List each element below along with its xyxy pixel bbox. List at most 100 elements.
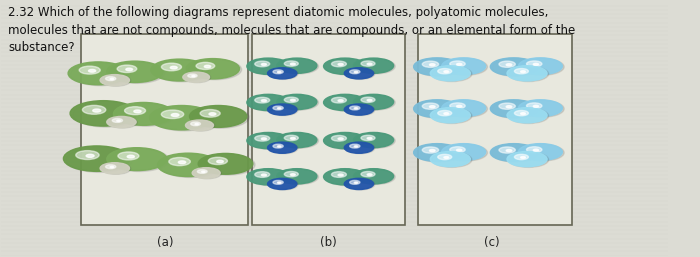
Circle shape <box>277 71 281 73</box>
Circle shape <box>509 152 549 167</box>
Circle shape <box>332 61 346 67</box>
Circle shape <box>284 61 298 66</box>
Circle shape <box>416 100 462 118</box>
Circle shape <box>368 174 372 176</box>
Circle shape <box>273 70 284 74</box>
Circle shape <box>438 69 452 74</box>
Circle shape <box>521 113 526 115</box>
Circle shape <box>354 71 358 73</box>
Circle shape <box>430 152 470 167</box>
Circle shape <box>355 59 395 74</box>
Circle shape <box>345 104 375 116</box>
Circle shape <box>509 108 549 124</box>
Circle shape <box>361 61 375 66</box>
Circle shape <box>492 144 539 162</box>
Circle shape <box>255 61 270 67</box>
Circle shape <box>514 69 528 74</box>
Circle shape <box>444 157 449 158</box>
Circle shape <box>255 97 270 103</box>
Circle shape <box>106 165 116 169</box>
Circle shape <box>64 146 130 171</box>
Circle shape <box>170 66 177 69</box>
Circle shape <box>332 97 346 103</box>
Circle shape <box>195 124 198 125</box>
Circle shape <box>526 61 542 67</box>
Circle shape <box>79 66 100 74</box>
Circle shape <box>273 106 284 110</box>
Circle shape <box>279 133 318 148</box>
Circle shape <box>125 107 146 115</box>
Circle shape <box>361 135 375 141</box>
Circle shape <box>526 147 542 153</box>
Circle shape <box>456 105 462 107</box>
Circle shape <box>107 61 163 82</box>
Circle shape <box>200 109 220 117</box>
Circle shape <box>506 64 512 66</box>
Circle shape <box>200 154 255 175</box>
Circle shape <box>368 137 372 139</box>
Circle shape <box>450 61 466 67</box>
Circle shape <box>190 122 200 126</box>
Circle shape <box>248 133 291 149</box>
Circle shape <box>277 108 281 109</box>
Circle shape <box>108 117 137 128</box>
Circle shape <box>183 72 209 82</box>
Circle shape <box>444 71 449 72</box>
Circle shape <box>102 163 131 174</box>
Circle shape <box>514 154 528 160</box>
Circle shape <box>267 68 297 79</box>
Circle shape <box>520 144 564 161</box>
Circle shape <box>277 146 281 147</box>
Circle shape <box>192 106 249 128</box>
Circle shape <box>344 68 374 79</box>
Circle shape <box>187 121 215 131</box>
Circle shape <box>267 178 297 189</box>
Circle shape <box>150 59 208 81</box>
Circle shape <box>422 61 439 67</box>
Circle shape <box>444 113 449 115</box>
Circle shape <box>86 154 94 157</box>
Circle shape <box>526 103 542 109</box>
Circle shape <box>76 151 99 160</box>
Circle shape <box>450 103 466 109</box>
Circle shape <box>109 62 165 83</box>
Circle shape <box>345 68 375 79</box>
Circle shape <box>290 63 295 65</box>
Circle shape <box>323 94 366 111</box>
Circle shape <box>107 148 167 171</box>
Circle shape <box>178 161 186 164</box>
Circle shape <box>443 144 487 161</box>
Circle shape <box>247 94 290 111</box>
Circle shape <box>193 168 221 179</box>
Circle shape <box>323 169 366 185</box>
Circle shape <box>323 132 366 149</box>
Circle shape <box>432 66 472 81</box>
Circle shape <box>514 111 528 116</box>
Circle shape <box>277 94 317 109</box>
Circle shape <box>520 59 564 75</box>
Circle shape <box>186 120 214 131</box>
Circle shape <box>490 58 537 76</box>
Circle shape <box>345 143 375 154</box>
Circle shape <box>506 106 512 108</box>
Circle shape <box>456 149 462 151</box>
Circle shape <box>350 144 360 148</box>
Circle shape <box>354 58 393 73</box>
Circle shape <box>83 105 106 114</box>
Circle shape <box>70 101 136 126</box>
Circle shape <box>430 108 470 123</box>
Circle shape <box>66 147 133 172</box>
Text: 2.32 Which of the following diagrams represent diatomic molecules, polyatomic mo: 2.32 Which of the following diagrams rep… <box>8 6 575 54</box>
Circle shape <box>247 169 290 185</box>
Circle shape <box>172 114 179 116</box>
Circle shape <box>68 62 128 85</box>
Circle shape <box>350 106 360 110</box>
Circle shape <box>198 153 253 174</box>
Circle shape <box>158 153 219 177</box>
Circle shape <box>273 180 284 184</box>
Circle shape <box>533 105 538 107</box>
Circle shape <box>73 102 139 127</box>
Circle shape <box>248 95 291 111</box>
Circle shape <box>71 63 130 86</box>
Circle shape <box>361 97 375 103</box>
